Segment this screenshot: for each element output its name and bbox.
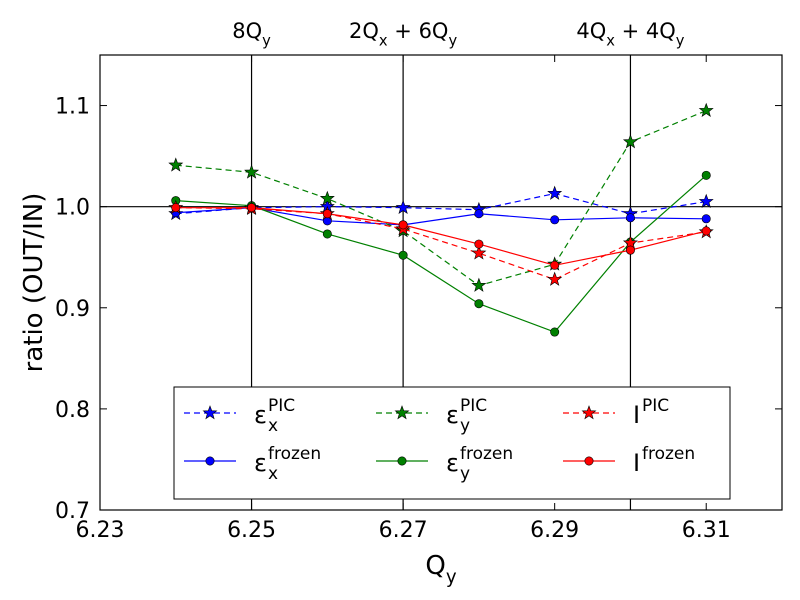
axes-frame	[99, 54, 783, 511]
legend-sup-i_frozen: frozen	[642, 444, 695, 464]
point-ey_frozen-4	[474, 299, 484, 309]
legend-sup-ey_pic: PIC	[460, 396, 487, 416]
legend-sub-ex_frozen: x	[268, 464, 278, 484]
legend-label-i_pic: I	[633, 401, 640, 429]
y-axis-title: ratio (OUT/IN)	[19, 193, 49, 373]
point-ey_frozen-2	[322, 229, 332, 239]
point-ey_pic-1	[244, 164, 260, 179]
legend-sup-ex_frozen: frozen	[268, 444, 321, 464]
y-tick-label: 1.1	[55, 95, 90, 120]
x-tick-label: 6.31	[682, 518, 731, 543]
resonance-label-2: 4Qx + 4Qy	[576, 19, 684, 49]
point-i_frozen-7	[701, 226, 711, 236]
legend-label-ex_pic: ε	[254, 401, 267, 429]
resonance-label-0: 8Qy	[232, 19, 271, 49]
legend-marker-ex_pic	[202, 405, 218, 420]
point-ex_frozen-4	[474, 209, 484, 219]
point-ey_pic-0	[168, 157, 184, 172]
point-ex_frozen-5	[550, 215, 560, 225]
point-i_frozen-0	[171, 203, 181, 213]
point-ex_pic-5	[547, 185, 563, 200]
legend-sup-i_pic: PIC	[642, 396, 669, 416]
series-line-ey_frozen	[175, 174, 707, 333]
legend-box	[173, 386, 731, 500]
legend-label-ey_frozen: ε	[446, 449, 459, 477]
legend-sub-ey_pic: y	[460, 416, 470, 436]
legend-marker-i_pic	[581, 405, 597, 420]
x-tick-label: 6.23	[76, 518, 125, 543]
resonance-label-1: 2Qx + 6Qy	[349, 19, 457, 49]
point-ey_pic-2	[319, 190, 335, 205]
legend-marker-i_frozen	[584, 456, 594, 466]
series-line-ey_pic	[175, 110, 707, 287]
legend-label-ex_frozen: ε	[254, 449, 267, 477]
point-ex_pic-7	[698, 193, 714, 208]
series-line-i_frozen	[175, 207, 707, 266]
y-tick-label: 0.7	[55, 499, 90, 524]
point-ex_frozen-7	[701, 214, 711, 224]
point-ey_pic-6	[622, 134, 638, 149]
legend-marker-ex_frozen	[205, 456, 215, 466]
x-tick-label: 6.29	[530, 518, 579, 543]
point-ey_pic-7	[698, 102, 714, 117]
legend-sup-ex_pic: PIC	[268, 396, 295, 416]
point-i_frozen-2	[322, 209, 332, 219]
legend-sub-ey_frozen: y	[460, 464, 470, 484]
y-tick-label: 0.9	[55, 297, 90, 322]
y-tick-label: 1.0	[55, 196, 90, 221]
point-i_frozen-4	[474, 239, 484, 249]
point-ey_frozen-7	[701, 170, 711, 180]
point-ex_frozen-6	[625, 213, 635, 223]
legend-sup-ey_frozen: frozen	[460, 444, 513, 464]
x-tick-label: 6.27	[379, 518, 428, 543]
series-line-ex_pic	[175, 192, 707, 215]
point-i_frozen-5	[550, 260, 560, 270]
point-i_pic-5	[547, 271, 563, 286]
x-tick-label: 6.25	[227, 518, 276, 543]
legend-label-ey_pic: ε	[446, 401, 459, 429]
axes: 8Qy 2Qx + 6Qy 4Qx + 4Qy 6.23 6.25 6.27 6.29 6.3…	[19, 19, 783, 588]
point-ey_frozen-3	[398, 250, 408, 260]
legend-sub-ex_pic: x	[268, 416, 278, 436]
legend-marker-ey_pic	[394, 405, 410, 420]
legend-label-i_frozen: I	[633, 449, 640, 477]
point-ex_pic-3	[395, 199, 411, 215]
point-i_pic-4	[471, 245, 487, 260]
point-i_frozen-1	[247, 203, 257, 213]
y-tick-label: 0.8	[55, 398, 90, 423]
point-i_frozen-6	[625, 245, 635, 255]
point-i_frozen-3	[398, 220, 408, 230]
x-axis-title: Qy	[425, 551, 456, 588]
point-ey_pic-4	[471, 277, 487, 292]
legend-marker-ey_frozen	[397, 456, 407, 466]
plot-area	[100, 55, 782, 510]
point-ey_frozen-5	[550, 327, 560, 337]
